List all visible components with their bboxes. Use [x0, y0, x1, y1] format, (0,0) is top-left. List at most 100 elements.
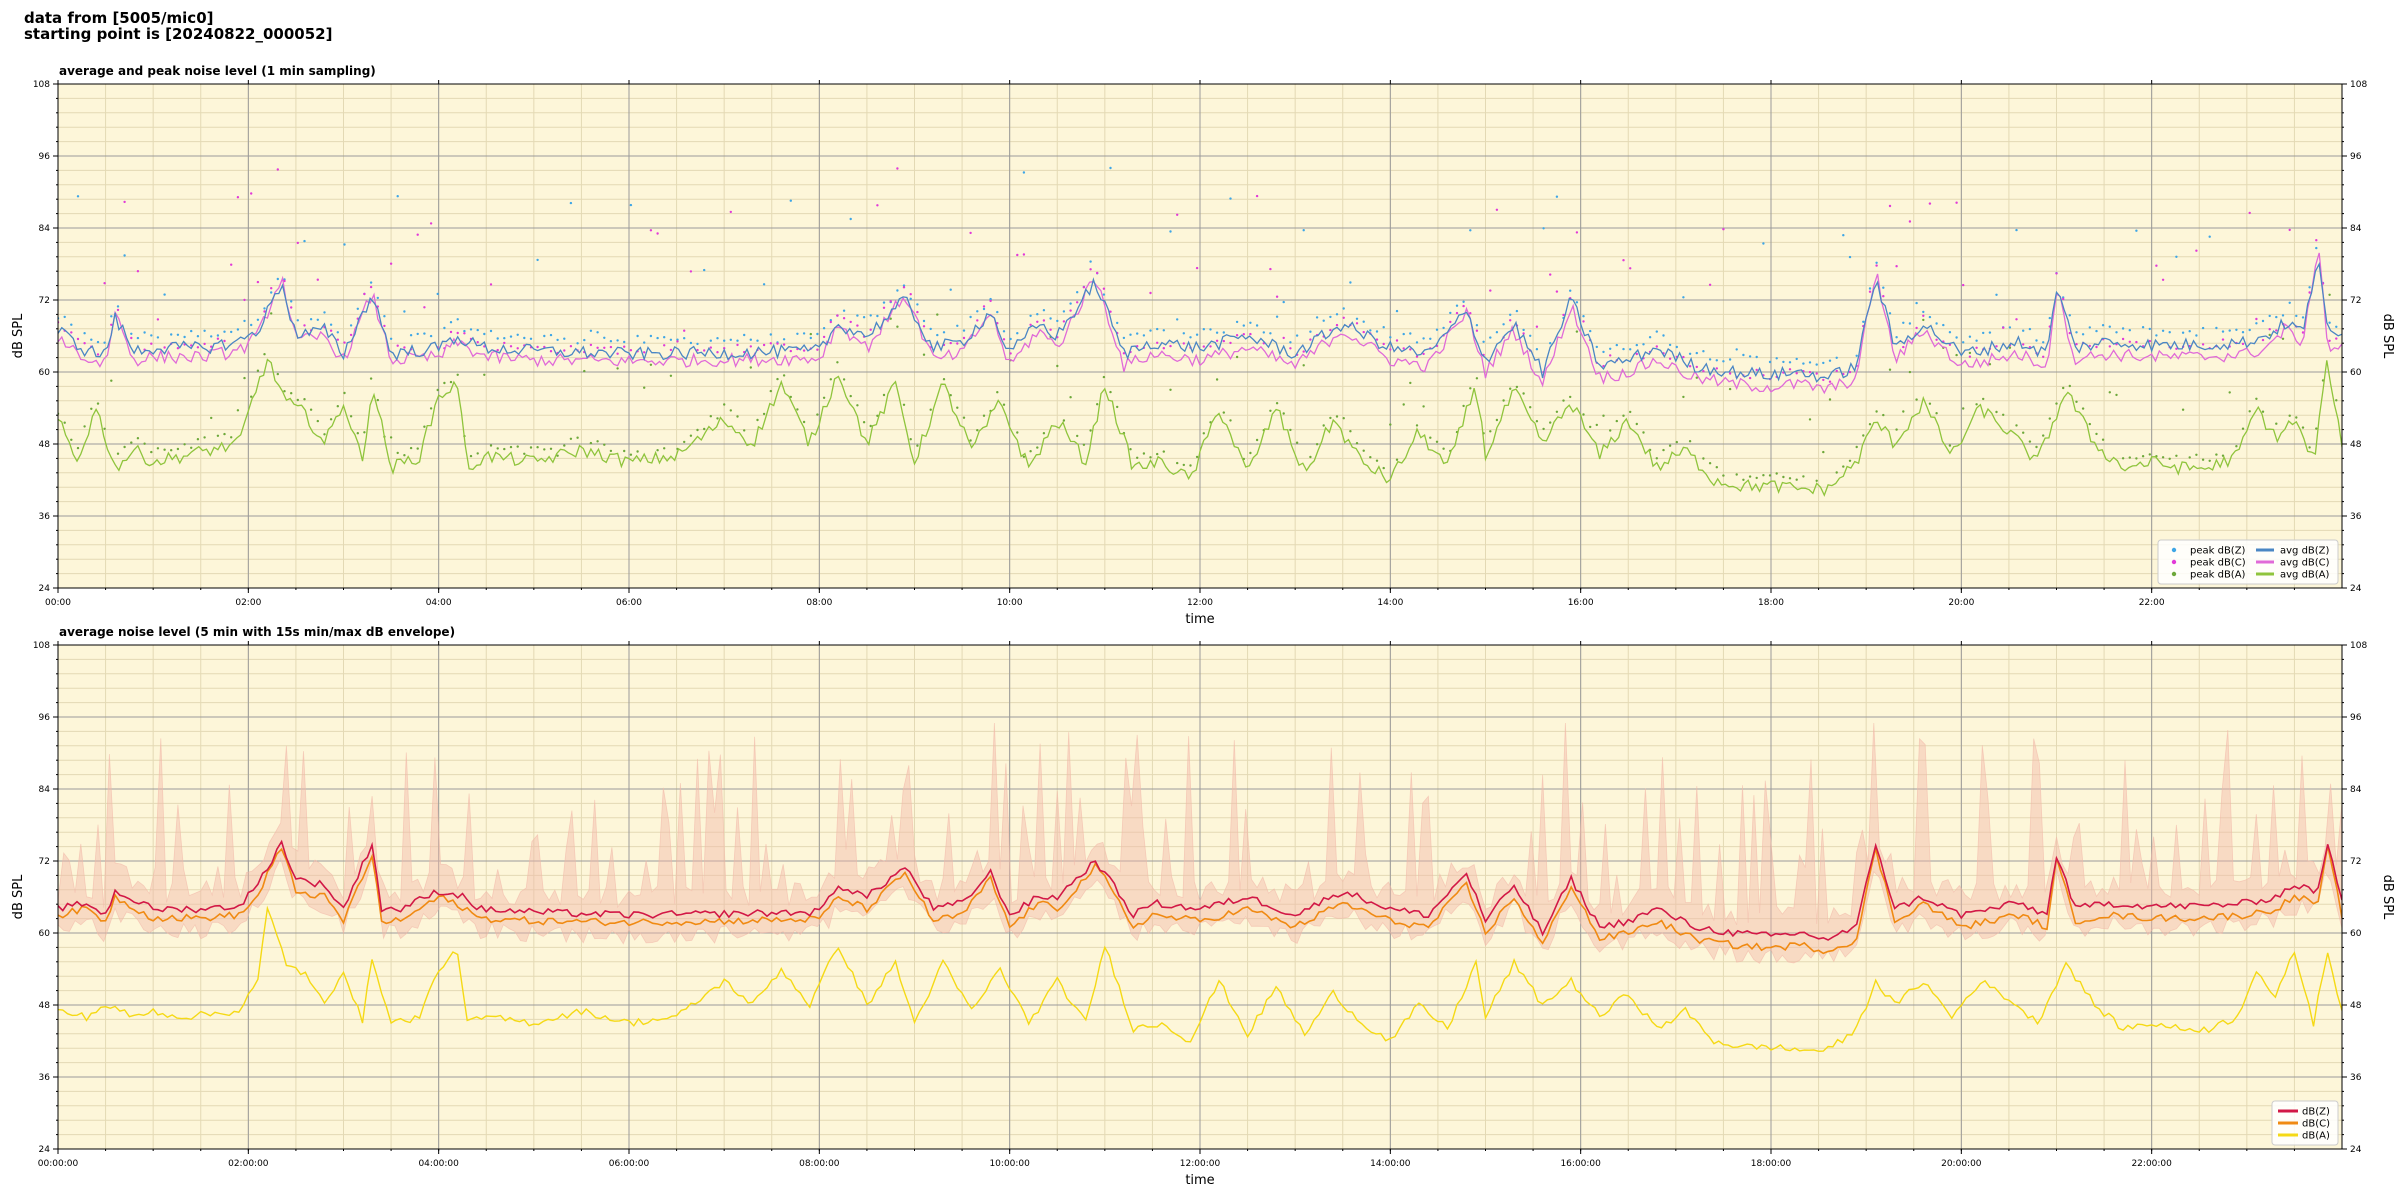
peak-dba-dot: [2028, 440, 2032, 443]
peak-dba-dot: [356, 432, 359, 435]
peak-dba-dot: [1842, 465, 1845, 468]
peak-dba-dot: [1549, 421, 1552, 424]
ytick-label-right: 72: [2350, 857, 2361, 867]
peak-dba-dot: [1235, 355, 1239, 359]
peak-dbc-dot: [1882, 295, 1885, 298]
peak-dbc-dot: [736, 343, 739, 347]
chart-title: average and peak noise level (1 min samp…: [59, 64, 376, 78]
peak-dba-dot: [829, 378, 832, 381]
peak-dbz-dot: [1942, 323, 1945, 327]
ytick-label-right: 48: [2350, 1001, 2362, 1011]
peak-dba-dot: [1702, 457, 1705, 460]
peak-dbz-dot: [2221, 330, 2225, 333]
peak-dbz-dot: [1888, 312, 1892, 315]
peak-dbz-dot: [1449, 311, 1452, 315]
peak-dbz-dot: [63, 315, 66, 319]
peak-dba-dot: [1422, 405, 1425, 408]
peak-dba-dot: [996, 391, 999, 394]
peak-dba-dot: [782, 374, 786, 377]
peak-dbz-dot: [1229, 197, 1232, 200]
peak-dbz-dot: [2181, 331, 2185, 334]
peak-dbz-dot: [1249, 321, 1252, 324]
peak-dba-dot: [116, 452, 120, 455]
peak-dbz-dot: [2301, 316, 2305, 319]
peak-dbz-dot: [1069, 302, 1072, 305]
peak-dba-dot: [303, 398, 306, 401]
peak-dbz-dot: [2121, 327, 2125, 330]
peak-dba-dot: [1609, 429, 1612, 432]
peak-dbz-dot: [1335, 313, 1339, 316]
peak-dbc-dot: [1016, 253, 1019, 257]
legend-dot: [2171, 559, 2177, 565]
peak-dba-dot: [163, 448, 166, 451]
peak-dbz-dot: [2255, 322, 2258, 325]
peak-dbc-dot: [876, 204, 879, 207]
peak-dbc-dot: [156, 318, 160, 321]
peak-dba-dot: [683, 440, 686, 444]
peak-dba-dot: [443, 381, 446, 385]
peak-dba-dot: [1955, 353, 1958, 357]
peak-dba-dot: [603, 443, 606, 446]
peak-dba-dot: [276, 372, 279, 376]
peak-dbz-dot: [2068, 314, 2071, 317]
peak-dba-dot: [1802, 475, 1805, 478]
peak-dbz-dot: [110, 315, 113, 318]
peak-dbc-dot: [1968, 355, 1972, 358]
peak-dbz-dot: [2115, 331, 2118, 334]
peak-dbc-dot: [989, 299, 992, 303]
peak-dbz-dot: [1895, 336, 1898, 339]
peak-dba-dot: [316, 419, 319, 423]
peak-dbc-dot: [130, 336, 133, 340]
peak-dbc-dot: [603, 346, 606, 349]
peak-dba-dot: [2328, 293, 2331, 296]
peak-dbz-dot: [2208, 235, 2211, 238]
peak-dba-dot: [1162, 450, 1166, 453]
ytick-label-left: 48: [39, 440, 51, 450]
peak-dbz-dot: [2155, 334, 2158, 337]
peak-dbz-dot: [536, 258, 539, 262]
peak-dba-dot: [1056, 364, 1059, 368]
peak-dbz-dot: [1309, 330, 1312, 333]
peak-dbz-dot: [756, 339, 759, 342]
peak-dbz-dot: [276, 277, 279, 281]
peak-dba-dot: [1915, 398, 1918, 401]
peak-dbc-dot: [1922, 314, 1925, 317]
peak-dba-dot: [1222, 411, 1226, 414]
peak-dba-dot: [1389, 423, 1392, 426]
peak-dbz-dot: [403, 310, 406, 313]
peak-dbc-dot: [1249, 332, 1252, 336]
peak-dbz-dot: [1722, 360, 1725, 363]
peak-dba-dot: [2075, 400, 2078, 403]
peak-dbz-dot: [376, 296, 379, 300]
ytick-label-left: 84: [39, 785, 51, 795]
peak-dbc-dot: [70, 331, 73, 334]
peak-dbz-dot: [929, 327, 932, 331]
peak-dba-dot: [1755, 476, 1758, 480]
peak-dbc-dot: [656, 232, 659, 235]
ytick-label-left: 36: [39, 512, 51, 522]
chart-legend: peak dB(Z)peak dB(C)peak dB(A)avg dB(Z)a…: [2157, 539, 2339, 585]
peak-dba-dot: [1622, 414, 1625, 417]
peak-dba-dot: [2115, 393, 2118, 397]
peak-dbc-dot: [96, 353, 100, 356]
peak-dba-dot: [136, 437, 140, 440]
peak-dba-dot: [1908, 370, 1912, 374]
peak-dbc-dot: [270, 287, 273, 290]
peak-dbz-dot: [922, 319, 926, 323]
peak-dbc-dot: [703, 349, 706, 352]
peak-dba-dot: [529, 446, 533, 449]
peak-dbz-dot: [96, 340, 100, 344]
peak-dbz-dot: [996, 310, 999, 314]
peak-dbz-dot: [1049, 317, 1052, 320]
peak-dbz-dot: [1609, 347, 1612, 350]
peak-dbc-dot: [1149, 291, 1152, 295]
peak-dbz-dot: [1169, 230, 1172, 233]
peak-dbc-dot: [276, 168, 279, 171]
peak-dbz-dot: [762, 283, 766, 286]
peak-dba-dot: [749, 366, 752, 369]
peak-dba-dot: [882, 393, 886, 397]
peak-dba-dot: [2022, 431, 2025, 434]
peak-dbz-dot: [123, 254, 126, 257]
peak-dbz-dot: [1282, 300, 1285, 304]
peak-dba-dot: [1036, 446, 1039, 449]
